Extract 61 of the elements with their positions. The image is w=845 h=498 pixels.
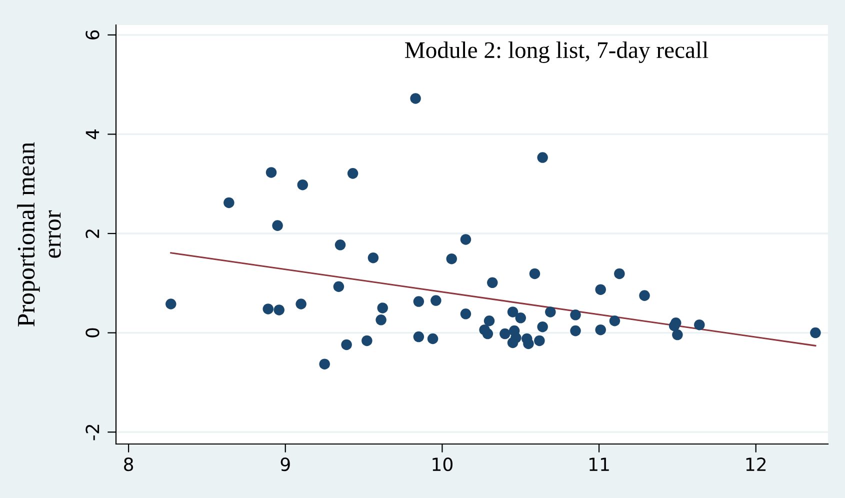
x-tick-label: 8 <box>124 458 134 472</box>
point <box>413 296 424 307</box>
point <box>368 252 379 264</box>
point <box>672 329 683 340</box>
point <box>272 220 283 231</box>
point <box>297 179 308 190</box>
x-tick-label: 12 <box>746 458 766 471</box>
point <box>614 268 625 280</box>
y-tick-label: 4 <box>86 129 100 140</box>
point <box>507 337 518 348</box>
point <box>347 168 358 179</box>
point <box>595 284 606 295</box>
point <box>296 298 306 310</box>
point <box>570 310 581 320</box>
point <box>523 338 534 350</box>
point <box>460 234 472 245</box>
point <box>515 312 526 324</box>
point <box>430 295 442 306</box>
point <box>537 321 548 332</box>
point <box>446 253 457 264</box>
point <box>570 325 581 336</box>
point <box>507 306 518 318</box>
point <box>333 281 344 292</box>
point <box>319 358 330 370</box>
y-tick-label: 0 <box>86 328 100 338</box>
point <box>487 277 498 288</box>
point <box>482 328 494 340</box>
point <box>224 197 234 208</box>
point <box>529 268 540 280</box>
point <box>166 298 176 310</box>
x-tick-label: 9 <box>280 458 290 472</box>
point <box>413 331 424 342</box>
x-tick-label: 11 <box>590 458 609 471</box>
y-tick-label: 2 <box>86 230 100 238</box>
point <box>362 335 372 346</box>
y-tick-label: -2 <box>86 424 100 440</box>
point <box>266 167 277 178</box>
point <box>670 317 682 328</box>
point <box>427 333 438 344</box>
point <box>609 316 620 326</box>
annotation: Module 2: long list, 7-day recall <box>405 41 708 63</box>
point <box>410 93 421 104</box>
point <box>500 328 510 340</box>
y-axis-title: Proportional mean error <box>17 142 61 326</box>
point <box>639 290 650 301</box>
point <box>460 308 472 320</box>
point <box>484 316 495 326</box>
point <box>274 304 284 316</box>
point <box>534 335 545 346</box>
point <box>334 240 346 250</box>
point <box>595 324 606 336</box>
point <box>341 339 352 350</box>
point <box>537 152 548 163</box>
point <box>377 302 388 314</box>
point <box>545 306 556 318</box>
point <box>262 304 274 314</box>
y-tick-label: 6 <box>86 30 100 40</box>
point <box>810 327 821 338</box>
point <box>376 314 386 326</box>
x-tick-label: 10 <box>432 458 452 472</box>
point <box>694 319 705 330</box>
